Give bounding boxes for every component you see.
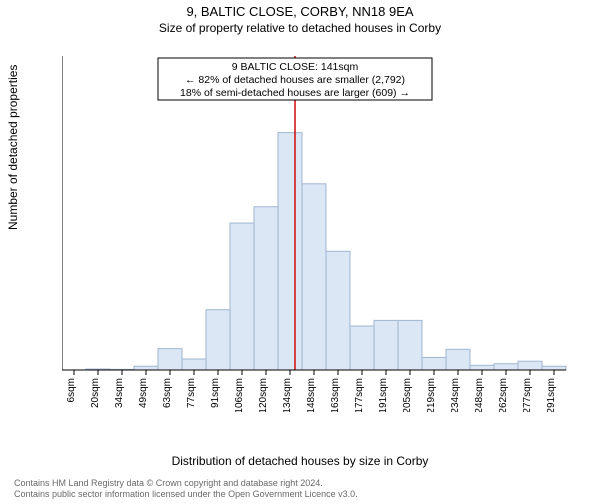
xtick-label: 219sqm	[426, 378, 437, 412]
histogram-bar	[518, 361, 542, 370]
chart-container: 9, BALTIC CLOSE, CORBY, NN18 9EA Size of…	[0, 4, 600, 504]
xtick-label: 163sqm	[330, 378, 341, 412]
annotation-line: 9 BALTIC CLOSE: 141sqm	[232, 61, 359, 73]
chart-footer: Contains HM Land Registry data © Crown c…	[14, 478, 358, 501]
histogram-bar	[254, 207, 278, 370]
histogram-bar	[134, 366, 158, 370]
xtick-label: 262sqm	[498, 378, 509, 412]
xtick-label: 49sqm	[138, 378, 149, 408]
xtick-label: 291sqm	[546, 378, 557, 412]
annotation-line: ← 82% of detached houses are smaller (2,…	[185, 74, 405, 86]
xtick-label: 177sqm	[354, 378, 365, 412]
histogram-bar	[302, 184, 326, 370]
histogram-bar	[278, 133, 302, 370]
xtick-label: 234sqm	[450, 378, 461, 412]
xtick-label: 77sqm	[186, 378, 197, 408]
histogram-bar	[158, 349, 182, 370]
xtick-label: 63sqm	[162, 378, 173, 408]
xtick-label: 191sqm	[378, 378, 389, 412]
histogram-bar	[350, 326, 374, 370]
y-axis-label: Number of detached properties	[6, 65, 20, 230]
xtick-label: 248sqm	[474, 378, 485, 412]
chart-subtitle: Size of property relative to detached ho…	[0, 21, 600, 35]
xtick-label: 34sqm	[114, 378, 125, 408]
histogram-bar	[398, 320, 422, 370]
xtick-label: 205sqm	[402, 378, 413, 412]
xtick-label: 20sqm	[90, 378, 101, 408]
histogram-bar	[422, 357, 446, 370]
histogram-bar	[494, 364, 518, 370]
histogram-bar	[206, 310, 230, 370]
histogram-bar	[182, 359, 206, 370]
footer-line-1: Contains HM Land Registry data © Crown c…	[14, 478, 358, 489]
xtick-label: 134sqm	[282, 378, 293, 412]
x-axis-label: Distribution of detached houses by size …	[0, 454, 600, 468]
xtick-label: 148sqm	[306, 378, 317, 412]
histogram-svg: 6sqm 20sqm 34sqm 49sqm 63sqm 77sqm 91sqm 106sqm…	[62, 50, 572, 412]
histogram-bar	[470, 365, 494, 370]
xtick-label: 120sqm	[258, 378, 269, 412]
histogram-bar	[542, 366, 566, 370]
footer-line-2: Contains public sector information licen…	[14, 489, 358, 500]
plot-area: 6sqm 20sqm 34sqm 49sqm 63sqm 77sqm 91sqm 106sqm…	[62, 50, 572, 412]
histogram-bar	[374, 320, 398, 370]
histogram-bar	[446, 349, 470, 370]
chart-title: 9, BALTIC CLOSE, CORBY, NN18 9EA	[0, 4, 600, 19]
xtick-label: 91sqm	[210, 378, 221, 408]
histogram-bar	[230, 223, 254, 370]
xtick-label: 6sqm	[66, 378, 77, 402]
annotation-line: 18% of semi-detached houses are larger (…	[180, 87, 410, 99]
xtick-label: 277sqm	[522, 378, 533, 412]
histogram-bar	[326, 251, 350, 370]
xtick-label: 106sqm	[234, 378, 245, 412]
